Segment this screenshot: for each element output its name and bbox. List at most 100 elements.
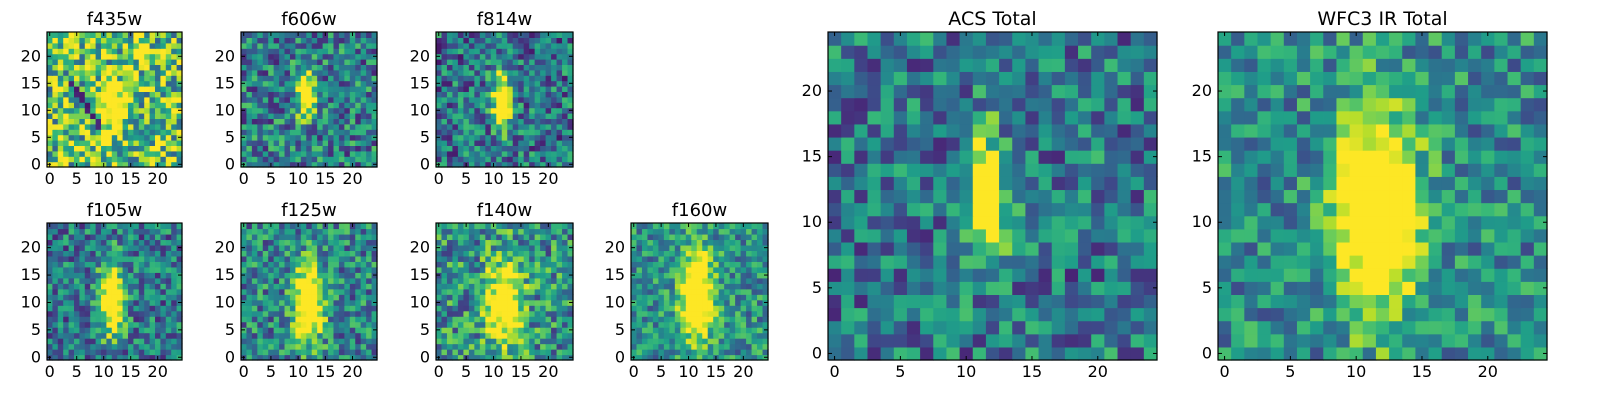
heatmap-cell [545, 150, 552, 157]
heatmap-cell [636, 327, 643, 334]
heatmap-cell [63, 305, 70, 312]
heatmap-cell [68, 283, 75, 290]
heatmap-cell [663, 255, 670, 262]
heatmap-cell [452, 145, 459, 152]
heatmap-cell [652, 250, 659, 257]
heatmap-cell [317, 338, 324, 345]
heatmap-cell [556, 156, 563, 163]
heatmap-cell [160, 161, 167, 168]
heatmap-cell [828, 268, 842, 282]
heatmap-cell [284, 272, 291, 279]
heatmap-cell [441, 69, 448, 76]
heatmap-cell [257, 150, 264, 157]
heatmap-cell [333, 261, 340, 268]
heatmap-cell [446, 37, 454, 44]
heatmap-cell [707, 255, 714, 262]
heatmap-cell [68, 332, 75, 339]
heatmap-cell [241, 228, 248, 235]
heatmap-cell [63, 150, 70, 157]
heatmap-cell [268, 244, 275, 251]
heatmap-cell [111, 338, 118, 345]
heatmap-cell [322, 80, 329, 87]
heatmap-cell [468, 321, 475, 328]
heatmap-cell [663, 332, 670, 339]
heatmap-cell [501, 48, 508, 55]
heatmap-cell [160, 272, 167, 279]
heatmap-cell [696, 294, 703, 301]
heatmap-cell [262, 272, 269, 279]
heatmap-cell [300, 332, 307, 339]
heatmap-cell [371, 233, 378, 241]
heatmap-cell [463, 140, 470, 146]
heatmap-cell [468, 343, 475, 350]
heatmap-cell [111, 239, 118, 246]
heatmap-cell [490, 156, 497, 163]
heatmap-cell [534, 338, 541, 345]
heatmap-cell [735, 299, 742, 306]
heatmap-cell [446, 64, 454, 71]
heatmap-cell [631, 277, 638, 284]
heatmap-cell [74, 239, 80, 246]
heatmap-cell [328, 156, 335, 163]
y-tick-label: 10 [215, 100, 235, 119]
heatmap-cell [144, 349, 151, 356]
x-tick-label: 15 [121, 169, 141, 188]
heatmap-cell [906, 228, 921, 243]
heatmap-cell [328, 261, 335, 268]
heatmap-cell [479, 239, 486, 246]
heatmap-cell [946, 163, 961, 177]
heatmap-cell [474, 354, 481, 361]
heatmap-cell [165, 294, 172, 301]
heatmap-cell [518, 310, 525, 317]
heatmap-cell [338, 239, 345, 246]
heatmap-cell [512, 310, 519, 317]
heatmap-cell [289, 250, 296, 257]
heatmap-cell [972, 241, 987, 256]
heatmap-cell [257, 338, 264, 345]
heatmap-cell [338, 32, 345, 38]
heatmap-cell [729, 343, 736, 350]
heatmap-cell [284, 250, 291, 257]
heatmap-cell [74, 91, 80, 98]
heatmap-cell [1025, 176, 1040, 191]
heatmap-cell [658, 233, 665, 241]
heatmap-cell [551, 266, 558, 273]
heatmap-cell [545, 343, 552, 350]
heatmap-cell [474, 239, 481, 246]
heatmap-cell [658, 255, 665, 262]
heatmap-cell [529, 53, 536, 60]
heatmap-cell [567, 118, 574, 125]
heatmap-cell [268, 305, 275, 312]
heatmap-cell [507, 140, 514, 146]
heatmap-cell [63, 145, 70, 152]
heatmap-cell [920, 281, 934, 295]
heatmap-cell [68, 69, 75, 76]
heatmap-cell [551, 343, 558, 350]
heatmap-cell [338, 113, 345, 119]
heatmap-cell [138, 64, 145, 71]
heatmap-cell [551, 299, 558, 306]
heatmap-cell [95, 354, 102, 361]
heatmap-cell [735, 332, 742, 339]
heatmap-cell [257, 48, 264, 55]
heatmap-cell [507, 266, 514, 273]
heatmap-cell [751, 327, 758, 334]
heatmap-cell [279, 53, 286, 60]
heatmap-cell [841, 281, 855, 295]
heatmap-cell [138, 223, 145, 230]
heatmap-cell [1064, 268, 1079, 282]
heatmap-cell [246, 53, 253, 60]
heatmap-cell [1012, 333, 1026, 348]
heatmap-cell [90, 32, 97, 38]
heatmap-cell [52, 42, 59, 49]
heatmap-cell [724, 321, 731, 328]
heatmap-cell [518, 113, 525, 119]
heatmap-cell [68, 228, 75, 235]
heatmap-cell [311, 150, 318, 157]
heatmap-cell [523, 75, 530, 82]
heatmap-cell [893, 189, 908, 204]
heatmap-cell [674, 233, 681, 241]
heatmap-cell [117, 349, 124, 356]
heatmap-cell [556, 32, 563, 38]
heatmap-cell [241, 156, 248, 163]
